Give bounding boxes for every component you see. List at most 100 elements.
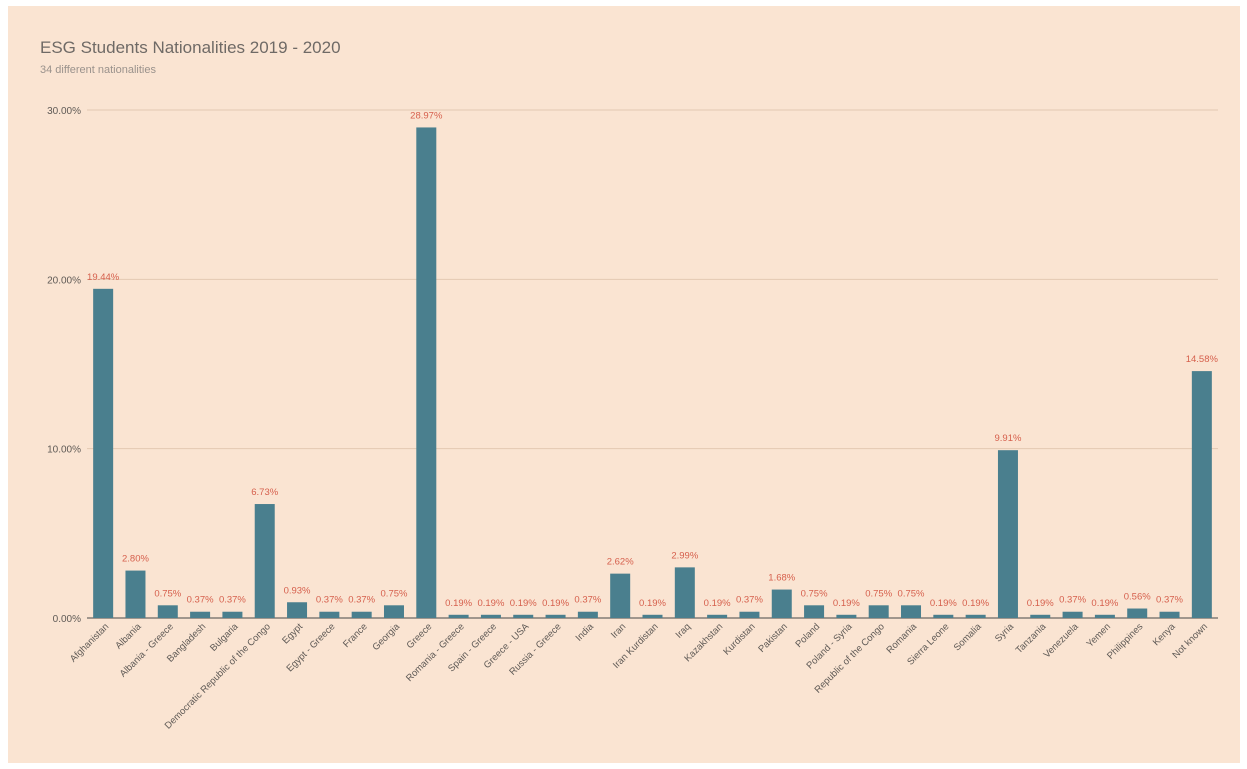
data-label: 0.37% <box>574 595 601 606</box>
data-label: 0.75% <box>154 588 181 599</box>
bar <box>901 605 922 618</box>
bar <box>804 605 825 618</box>
x-tick-label: Pakistan <box>756 621 790 655</box>
bar <box>351 611 372 618</box>
x-tick-label: Iraq <box>674 621 693 640</box>
x-tick-label: France <box>341 621 370 650</box>
x-tick-label: Iran <box>609 621 628 640</box>
y-tick-label: 30.00% <box>47 106 81 117</box>
bar <box>965 614 986 618</box>
bar <box>868 605 889 618</box>
bar <box>448 614 469 618</box>
data-label: 0.75% <box>898 588 925 599</box>
x-tick-label: Yemen <box>1085 621 1113 649</box>
chart-subtitle: 34 different nationalities <box>40 64 156 76</box>
bar <box>674 567 695 618</box>
bar <box>480 614 501 618</box>
data-label: 0.37% <box>348 595 375 606</box>
data-label: 0.19% <box>445 598 472 609</box>
x-tick-label: Not known <box>1170 621 1210 661</box>
data-label: 0.37% <box>316 595 343 606</box>
bar <box>157 605 178 618</box>
bar <box>933 614 954 618</box>
data-label: 0.93% <box>284 585 311 596</box>
x-tick-label: Kenya <box>1151 621 1178 648</box>
data-label: 2.99% <box>671 550 698 561</box>
bar <box>1191 371 1212 618</box>
x-tick-label: Greece <box>405 621 435 651</box>
data-label: 0.75% <box>865 588 892 599</box>
bar <box>190 611 211 618</box>
data-label: 0.19% <box>1027 598 1054 609</box>
x-tick-label: Afghanistan <box>68 621 111 664</box>
bar <box>642 614 663 618</box>
x-tick-label: Poland <box>793 621 822 650</box>
data-label: 28.97% <box>410 110 443 121</box>
data-label: 1.68% <box>768 573 795 584</box>
bar <box>287 602 308 618</box>
data-label: 0.19% <box>833 598 860 609</box>
y-axis-ticks: 0.00% 10.00% 20.00% 30.00% <box>47 106 81 625</box>
y-tick-label: 20.00% <box>47 275 81 286</box>
data-label: 0.19% <box>930 598 957 609</box>
data-label: 0.75% <box>381 588 408 599</box>
x-tick-label: Egypt <box>280 621 305 646</box>
chart-title: ESG Students Nationalities 2019 - 2020 <box>40 38 341 57</box>
data-label: 0.37% <box>1156 595 1183 606</box>
x-tick-label: Romania - Greece <box>404 621 467 684</box>
data-label: 0.19% <box>962 598 989 609</box>
data-label: 0.19% <box>542 598 569 609</box>
bar <box>1030 614 1051 618</box>
bar <box>125 570 146 618</box>
bar <box>383 605 404 618</box>
data-label: 0.37% <box>187 595 214 606</box>
data-label: 0.37% <box>736 595 763 606</box>
bar <box>707 614 728 618</box>
x-tick-label: India <box>574 621 597 644</box>
bar <box>1127 608 1148 618</box>
bar <box>513 614 534 618</box>
bar <box>93 288 114 618</box>
data-label: 0.19% <box>477 598 504 609</box>
data-label: 0.19% <box>704 598 731 609</box>
bar <box>254 504 275 618</box>
data-label: 14.58% <box>1186 354 1219 365</box>
chart-card <box>8 6 1240 763</box>
x-tick-label: Syria <box>993 621 1017 645</box>
data-label: 0.19% <box>639 598 666 609</box>
data-label: 0.19% <box>1091 598 1118 609</box>
x-tick-label: Bulgaria <box>208 621 241 654</box>
data-label: 0.19% <box>510 598 537 609</box>
bar <box>222 611 243 618</box>
bar <box>997 450 1018 618</box>
data-label: 0.75% <box>801 588 828 599</box>
x-tick-label: Albania <box>113 621 144 652</box>
data-label: 2.80% <box>122 554 149 565</box>
bar <box>739 611 760 618</box>
bar <box>771 589 792 618</box>
bar <box>545 614 566 618</box>
data-label: 19.44% <box>87 272 120 283</box>
bar <box>416 127 437 618</box>
bar <box>1062 611 1083 618</box>
bar <box>1159 611 1180 618</box>
data-labels: 19.44% 2.80% 0.75% 0.37% 0.37% 6.73% 0.93% 0.37… <box>87 110 1218 608</box>
data-label: 6.73% <box>251 487 278 498</box>
bar <box>577 611 598 618</box>
x-tick-label: Somalia <box>952 621 985 654</box>
y-tick-label: 0.00% <box>53 614 81 625</box>
bar <box>836 614 857 618</box>
data-label: 0.37% <box>1059 595 1086 606</box>
bars <box>93 127 1212 618</box>
y-tick-label: 10.00% <box>47 445 81 456</box>
data-label: 9.91% <box>994 433 1021 444</box>
x-tick-label: Kurdistan <box>721 621 757 657</box>
data-label: 0.37% <box>219 595 246 606</box>
data-label: 2.62% <box>607 557 634 568</box>
bar <box>319 611 340 618</box>
bar <box>610 573 631 618</box>
x-tick-label: Venezuela <box>1042 621 1082 661</box>
bar <box>1094 614 1115 618</box>
